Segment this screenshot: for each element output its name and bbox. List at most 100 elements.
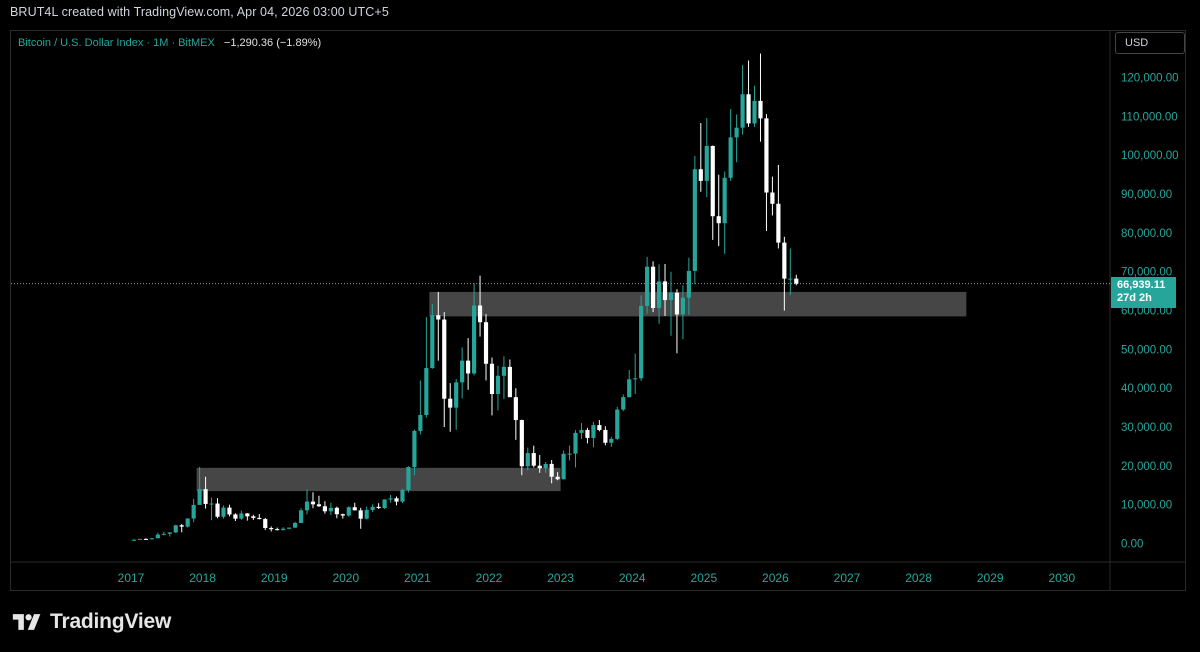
candle-2017-09[interactable] [179,524,184,533]
candle-2025-08[interactable] [746,60,751,127]
candle-2018-07[interactable] [239,510,244,520]
candle-2018-06[interactable] [233,513,238,522]
candle-2021-04[interactable] [436,291,441,361]
candle-2019-12[interactable] [340,513,345,519]
candle-2025-06[interactable] [734,114,739,163]
candle-2024-10[interactable] [686,257,691,315]
candle-2017-07[interactable] [167,532,172,537]
candle-2019-03[interactable] [287,527,292,530]
candle-2018-01[interactable] [203,476,208,509]
candle-2022-01[interactable] [489,357,495,416]
candle-2018-02[interactable] [209,497,214,521]
candle-2026-03[interactable] [788,248,793,296]
candle-2022-10[interactable] [543,461,548,473]
candle-2023-03[interactable] [573,430,578,468]
candle-2020-03[interactable] [358,507,363,529]
zone-2[interactable] [429,291,967,317]
candle-2020-04[interactable] [364,506,369,520]
candle-2020-01[interactable] [346,506,351,517]
candle-2022-06[interactable] [519,419,524,476]
candle-2017-12[interactable] [197,467,202,505]
candle-2020-12[interactable] [412,429,417,476]
candle-2020-05[interactable] [370,504,375,513]
candle-2021-03[interactable] [430,303,435,369]
candle-2023-10[interactable] [615,406,620,441]
candle-2019-02[interactable] [281,527,286,531]
candle-2018-03[interactable] [215,498,220,519]
candle-2021-12[interactable] [483,314,489,381]
candle-2019-01[interactable] [275,527,280,531]
candle-2022-11[interactable] [549,460,554,484]
candle-2023-06[interactable] [591,421,596,448]
candle-2020-06[interactable] [376,503,381,509]
candle-2021-07[interactable] [454,378,459,430]
candle-2023-11[interactable] [621,394,626,412]
candle-2023-09[interactable] [609,436,614,447]
candle-2022-08[interactable] [531,445,536,468]
candle-2026-04[interactable] [794,274,799,286]
candle-2024-07[interactable] [668,271,674,336]
candle-2017-04[interactable] [149,538,154,540]
candle-2021-09[interactable] [466,338,471,390]
candle-2019-04[interactable] [292,521,298,528]
candle-2023-05[interactable] [585,427,590,444]
candle-2018-11[interactable] [263,517,268,530]
candle-2024-09[interactable] [680,285,686,340]
candle-2022-09[interactable] [537,455,542,473]
candle-2017-05[interactable] [155,532,160,539]
candle-2019-07[interactable] [310,492,316,509]
candle-2017-06[interactable] [161,531,166,536]
candle-2020-02[interactable] [352,502,357,511]
candle-2022-03[interactable] [501,356,507,400]
candle-2025-03[interactable] [716,174,721,247]
candle-2019-09[interactable] [322,501,328,514]
candle-2022-02[interactable] [495,365,501,411]
candle-2017-03[interactable] [143,538,149,541]
candle-2023-01[interactable] [561,450,566,480]
candle-2024-05[interactable] [656,264,662,324]
candle-2018-09[interactable] [251,514,256,520]
candle-2018-04[interactable] [221,505,226,519]
candle-2025-11[interactable] [764,114,769,231]
candle-2018-05[interactable] [227,504,232,517]
candle-2018-10[interactable] [257,514,262,520]
candle-2020-10[interactable] [400,488,405,504]
symbol-legend[interactable]: Bitcoin / U.S. Dollar Index · 1M · BitME… [18,37,321,49]
candle-2017-11[interactable] [191,498,196,523]
candle-2022-05[interactable] [513,388,518,440]
candle-2017-08[interactable] [173,524,178,534]
candle-2022-04[interactable] [507,359,512,398]
candle-2024-08[interactable] [674,289,680,354]
zone-1[interactable] [196,467,561,492]
candle-2022-07[interactable] [525,447,530,471]
candle-2024-01[interactable] [633,353,638,395]
candle-2017-02[interactable] [137,538,143,540]
candle-2020-11[interactable] [406,466,411,493]
currency-button[interactable]: USD [1115,32,1185,54]
candle-2025-10[interactable] [758,53,763,142]
candle-2025-02[interactable] [710,145,715,240]
candle-2024-03[interactable] [645,256,650,314]
candle-2021-01[interactable] [418,380,423,435]
candle-2021-06[interactable] [448,383,453,432]
candle-2022-12[interactable] [555,472,560,481]
candle-2024-02[interactable] [639,295,644,381]
candle-2025-09[interactable] [752,85,757,127]
candle-2024-06[interactable] [662,263,668,316]
candle-2019-11[interactable] [334,506,339,519]
candle-2024-11[interactable] [692,156,697,285]
candle-2025-04[interactable] [722,171,727,254]
candle-2023-08[interactable] [603,426,608,446]
candle-2026-01[interactable] [776,164,781,249]
candle-2023-04[interactable] [579,423,584,440]
candle-2021-11[interactable] [477,275,483,337]
candle-2025-05[interactable] [728,109,733,181]
candle-2025-07[interactable] [740,65,745,135]
candle-2023-12[interactable] [627,369,632,398]
candle-2020-09[interactable] [394,496,399,506]
tradingview-brand[interactable]: TradingView [12,610,171,634]
candle-2020-07[interactable] [382,499,387,509]
candle-2018-12[interactable] [269,526,274,532]
candle-2019-08[interactable] [316,495,322,508]
